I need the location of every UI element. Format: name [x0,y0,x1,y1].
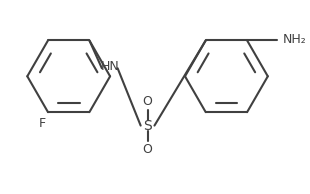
Text: F: F [38,117,46,130]
Text: S: S [143,119,152,133]
Text: HN: HN [100,60,119,73]
Text: O: O [143,95,153,108]
Text: O: O [143,143,153,156]
Text: NH₂: NH₂ [282,33,306,46]
